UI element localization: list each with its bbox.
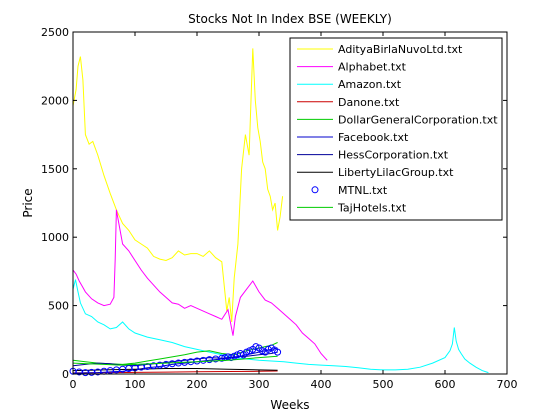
legend-item-dollargeneralcorporation: DollarGeneralCorporation.txt <box>297 113 498 126</box>
legend-item-adityabirlanuvoltd: AdityaBirlaNuvoLtd.txt <box>297 43 463 56</box>
data-point <box>227 354 235 362</box>
x-tick-label: 100 <box>125 378 146 391</box>
legend-box <box>289 37 503 221</box>
series-libertylilacgroup-line <box>72 368 278 372</box>
data-point <box>246 347 254 355</box>
y-axis-label: Price <box>21 188 35 217</box>
y-tick-label: 2500 <box>41 26 69 39</box>
series-tajhotels-line <box>72 355 278 366</box>
x-tick-label: 500 <box>373 378 394 391</box>
x-tick-label: 300 <box>249 378 270 391</box>
legend-label: Alphabet.txt <box>338 61 407 74</box>
legend-label: HessCorporation.txt <box>338 149 449 162</box>
data-point <box>274 348 282 356</box>
y-tick-label: 2000 <box>41 94 69 107</box>
legend-item-tajhotels: TajHotels.txt <box>297 201 407 214</box>
y-tick-label: 1000 <box>41 231 69 244</box>
plot-area: 0 100 200 300 400 500 600 700 0 500 1000 1500 2000 2… <box>41 26 518 391</box>
y-ticks: 0 500 1000 1500 2000 2500 <box>41 26 507 381</box>
x-ticks: 0 100 200 300 400 500 600 700 <box>70 32 518 391</box>
legend-item-amazon: Amazon.txt <box>297 78 402 91</box>
x-tick-label: 700 <box>497 378 518 391</box>
x-axis-label: Weeks <box>270 398 309 412</box>
data-point <box>230 352 238 360</box>
legend-label: LibertyLilacGroup.txt <box>338 166 454 179</box>
legend-label: Amazon.txt <box>338 78 402 91</box>
legend-label: MTNL.txt <box>338 184 388 197</box>
legend-items: AdityaBirlaNuvoLtd.txt Alphabet.txt Amazon… <box>297 43 498 214</box>
data-point <box>243 348 251 356</box>
chart-title: Stocks Not In Index BSE (WEEKLY) <box>188 12 392 26</box>
legend-item-alphabet: Alphabet.txt <box>297 61 407 74</box>
y-tick-label: 1500 <box>41 163 69 176</box>
y-tick-label: 500 <box>48 300 69 313</box>
series-amazon-line <box>72 279 489 374</box>
x-tick-label: 0 <box>70 378 77 391</box>
data-point <box>252 343 260 351</box>
data-point <box>100 367 108 375</box>
legend-item-mtnl: MTNL.txt <box>311 184 388 197</box>
series-danone-line <box>72 370 278 374</box>
legend: AdityaBirlaNuvoLtd.txt Alphabet.txt Amazon… <box>289 37 503 221</box>
legend-swatch <box>311 186 319 194</box>
legend-item-danone: Danone.txt <box>297 96 400 109</box>
series-adityabirlanuvoltd-line <box>72 48 284 323</box>
x-tick-label: 400 <box>311 378 332 391</box>
legend-label: TajHotels.txt <box>337 201 407 214</box>
series-alphabet-line <box>72 209 328 361</box>
legend-label: DollarGeneralCorporation.txt <box>338 113 498 126</box>
axes-frame <box>72 31 508 375</box>
legend-label: Facebook.txt <box>338 131 409 144</box>
x-tick-label: 200 <box>187 378 208 391</box>
x-tick-label: 600 <box>435 378 456 391</box>
legend-item-libertylilacgroup: LibertyLilacGroup.txt <box>297 166 454 179</box>
series-layer <box>69 48 489 377</box>
legend-label: Danone.txt <box>338 96 400 109</box>
y-tick-label: 0 <box>62 368 69 381</box>
legend-item-facebook: Facebook.txt <box>297 131 409 144</box>
legend-item-hesscorporation: HessCorporation.txt <box>297 149 449 162</box>
legend-label: AdityaBirlaNuvoLtd.txt <box>338 43 463 56</box>
series-mtnl <box>69 343 282 377</box>
series-hesscorporation-line <box>72 351 278 367</box>
